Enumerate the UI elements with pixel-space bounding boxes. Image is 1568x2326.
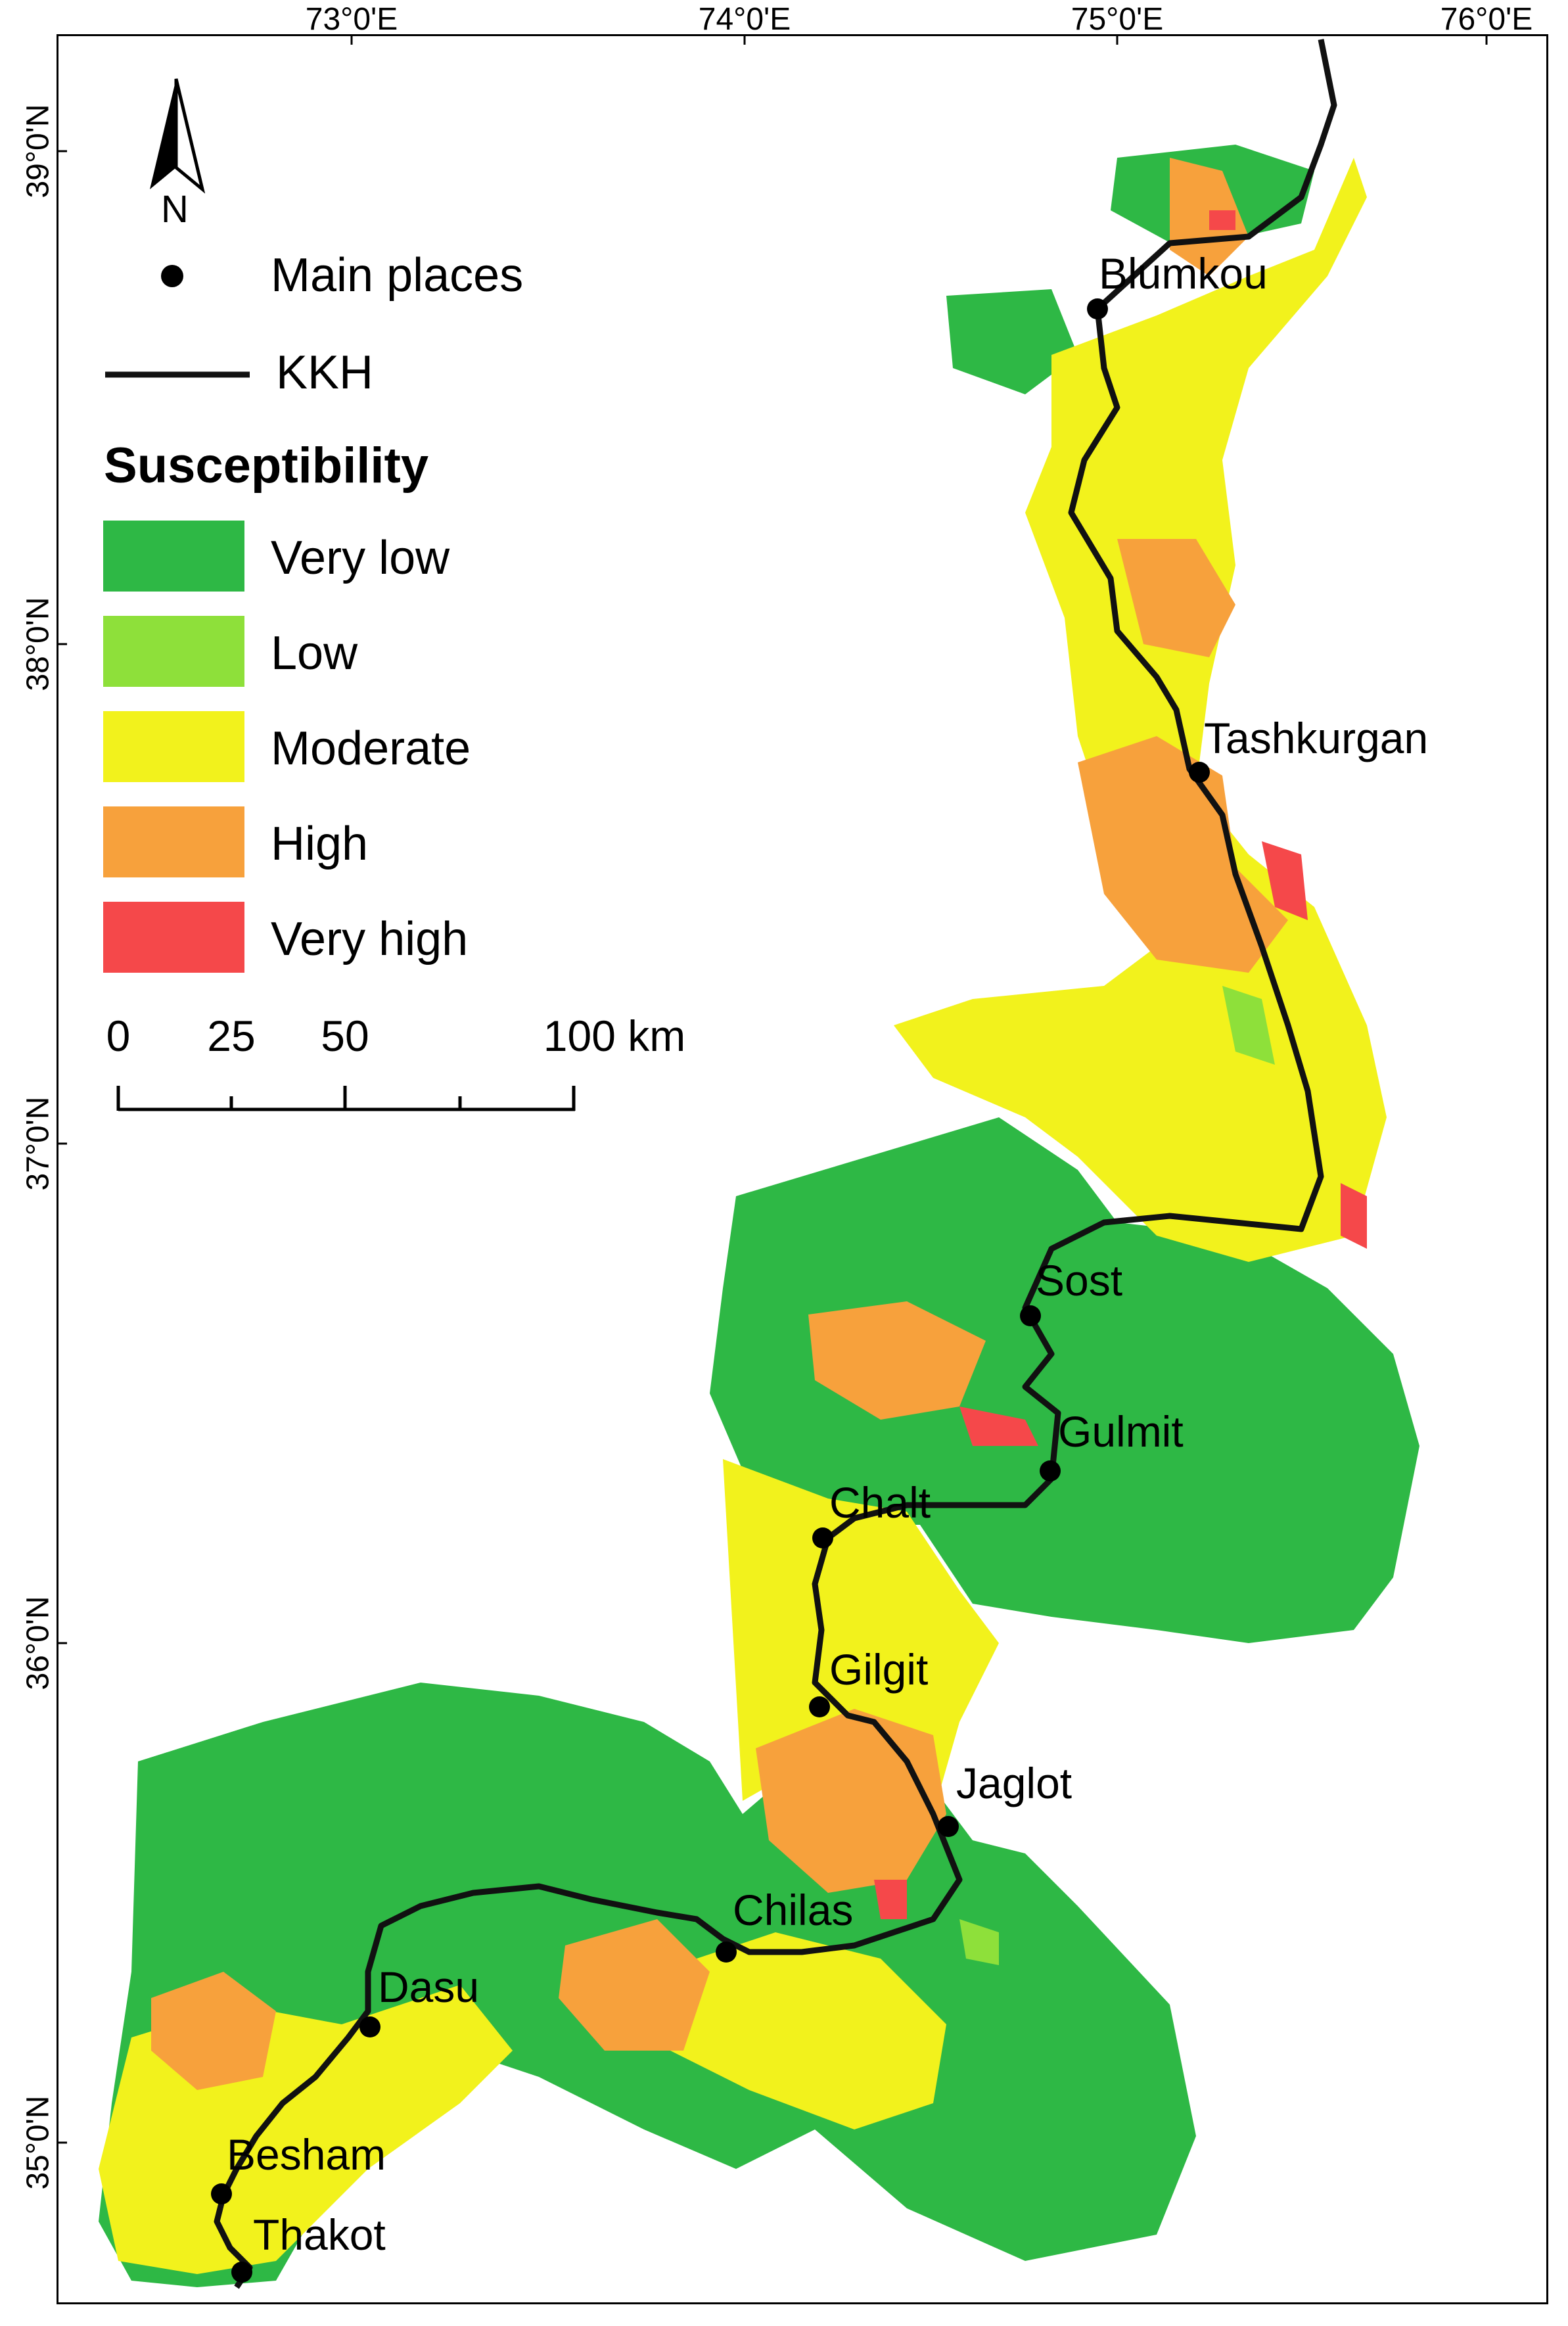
region-very-low <box>946 289 1078 394</box>
place-marker-sost <box>1020 1305 1041 1326</box>
place-label-chalt: Chalt <box>829 1478 931 1527</box>
legend-class-label: Low <box>271 627 358 680</box>
region-high <box>1117 539 1235 657</box>
legend-class-label: Very high <box>271 913 469 965</box>
place-marker-gilgit <box>809 1696 830 1717</box>
legend-swatch-moderate <box>103 711 244 782</box>
north-arrow-icon <box>150 78 206 194</box>
place-marker-chilas <box>716 1942 737 1963</box>
longitude-label: 76°0'E <box>1440 2 1533 37</box>
latitude-label: 35°0'N <box>20 2095 56 2190</box>
legend-class-label: Moderate <box>271 722 471 775</box>
latitude-label: 36°0'N <box>20 1596 56 1690</box>
region-very-high <box>874 1880 907 1919</box>
place-label-sost: Sost <box>1036 1256 1123 1305</box>
legend-place-symbol <box>161 265 183 287</box>
region-low <box>1222 986 1275 1065</box>
place-label-jaglot: Jaglot <box>956 1759 1072 1807</box>
scale-bar <box>116 1086 576 1111</box>
scale-label: 50 <box>321 1012 369 1060</box>
place-label-gilgit: Gilgit <box>829 1645 929 1694</box>
latitude-label: 37°0'N <box>20 1096 56 1191</box>
legend-main-places-label: Main places <box>271 249 524 302</box>
place-markers <box>211 298 1210 2283</box>
legend-swatch-high <box>103 806 244 877</box>
place-marker-gulmit <box>1040 1460 1061 1481</box>
region-high <box>559 1919 710 2051</box>
legend-swatch-low <box>103 616 244 687</box>
longitude-label: 74°0'E <box>698 2 791 37</box>
place-label-tashkurgan: Tashkurgan <box>1204 714 1429 762</box>
place-marker-tashkurgan <box>1189 762 1210 783</box>
region-high <box>808 1301 986 1420</box>
region-layer <box>99 145 1419 2287</box>
legend-class-label: Very low <box>271 532 450 584</box>
place-marker-chalt <box>812 1527 833 1548</box>
region-very-high <box>959 1407 1038 1446</box>
place-label-chilas: Chilas <box>733 1886 854 1934</box>
legend-swatch-very-high <box>103 902 244 973</box>
region-very-high <box>1209 210 1235 230</box>
place-marker-besham <box>211 2183 232 2204</box>
legend-road-label: KKH <box>276 346 374 399</box>
latitude-label: 39°0'N <box>20 104 56 198</box>
region-low <box>959 1919 999 1965</box>
legend-class-label: High <box>271 818 369 870</box>
place-marker-dasu <box>359 2016 380 2037</box>
scale-label: 100 km <box>543 1012 686 1060</box>
region-moderate <box>894 158 1387 1262</box>
region-high <box>1078 736 1288 973</box>
place-label-thakot: Thakot <box>253 2210 386 2259</box>
north-label: N <box>161 188 189 231</box>
latitude-label: 38°0'N <box>20 597 56 691</box>
map-frame <box>57 34 1548 2304</box>
place-label-dasu: Dasu <box>378 1963 480 2011</box>
place-label-gulmit: Gulmit <box>1058 1407 1184 1456</box>
scale-label: 25 <box>207 1012 256 1060</box>
region-very-high <box>1262 841 1308 920</box>
region-very-high <box>1341 1183 1367 1249</box>
region-high <box>151 1972 276 2090</box>
region-moderate <box>723 1459 999 1814</box>
legend-title: Susceptibility <box>104 438 429 494</box>
longitude-label: 75°0'E <box>1071 2 1164 37</box>
place-marker-thakot <box>231 2262 252 2283</box>
scale-label: 0 <box>106 1012 131 1060</box>
place-label-besham: Besham <box>227 2130 386 2179</box>
kkh-road <box>214 39 1337 2289</box>
region-moderate <box>657 1932 946 2129</box>
legend-swatch-very-low <box>103 521 244 592</box>
longitude-label: 73°0'E <box>305 2 398 37</box>
place-marker-jaglot <box>938 1816 959 1837</box>
place-marker-blumkou <box>1087 298 1108 319</box>
place-label-blumkou: Blumkou <box>1099 249 1268 298</box>
